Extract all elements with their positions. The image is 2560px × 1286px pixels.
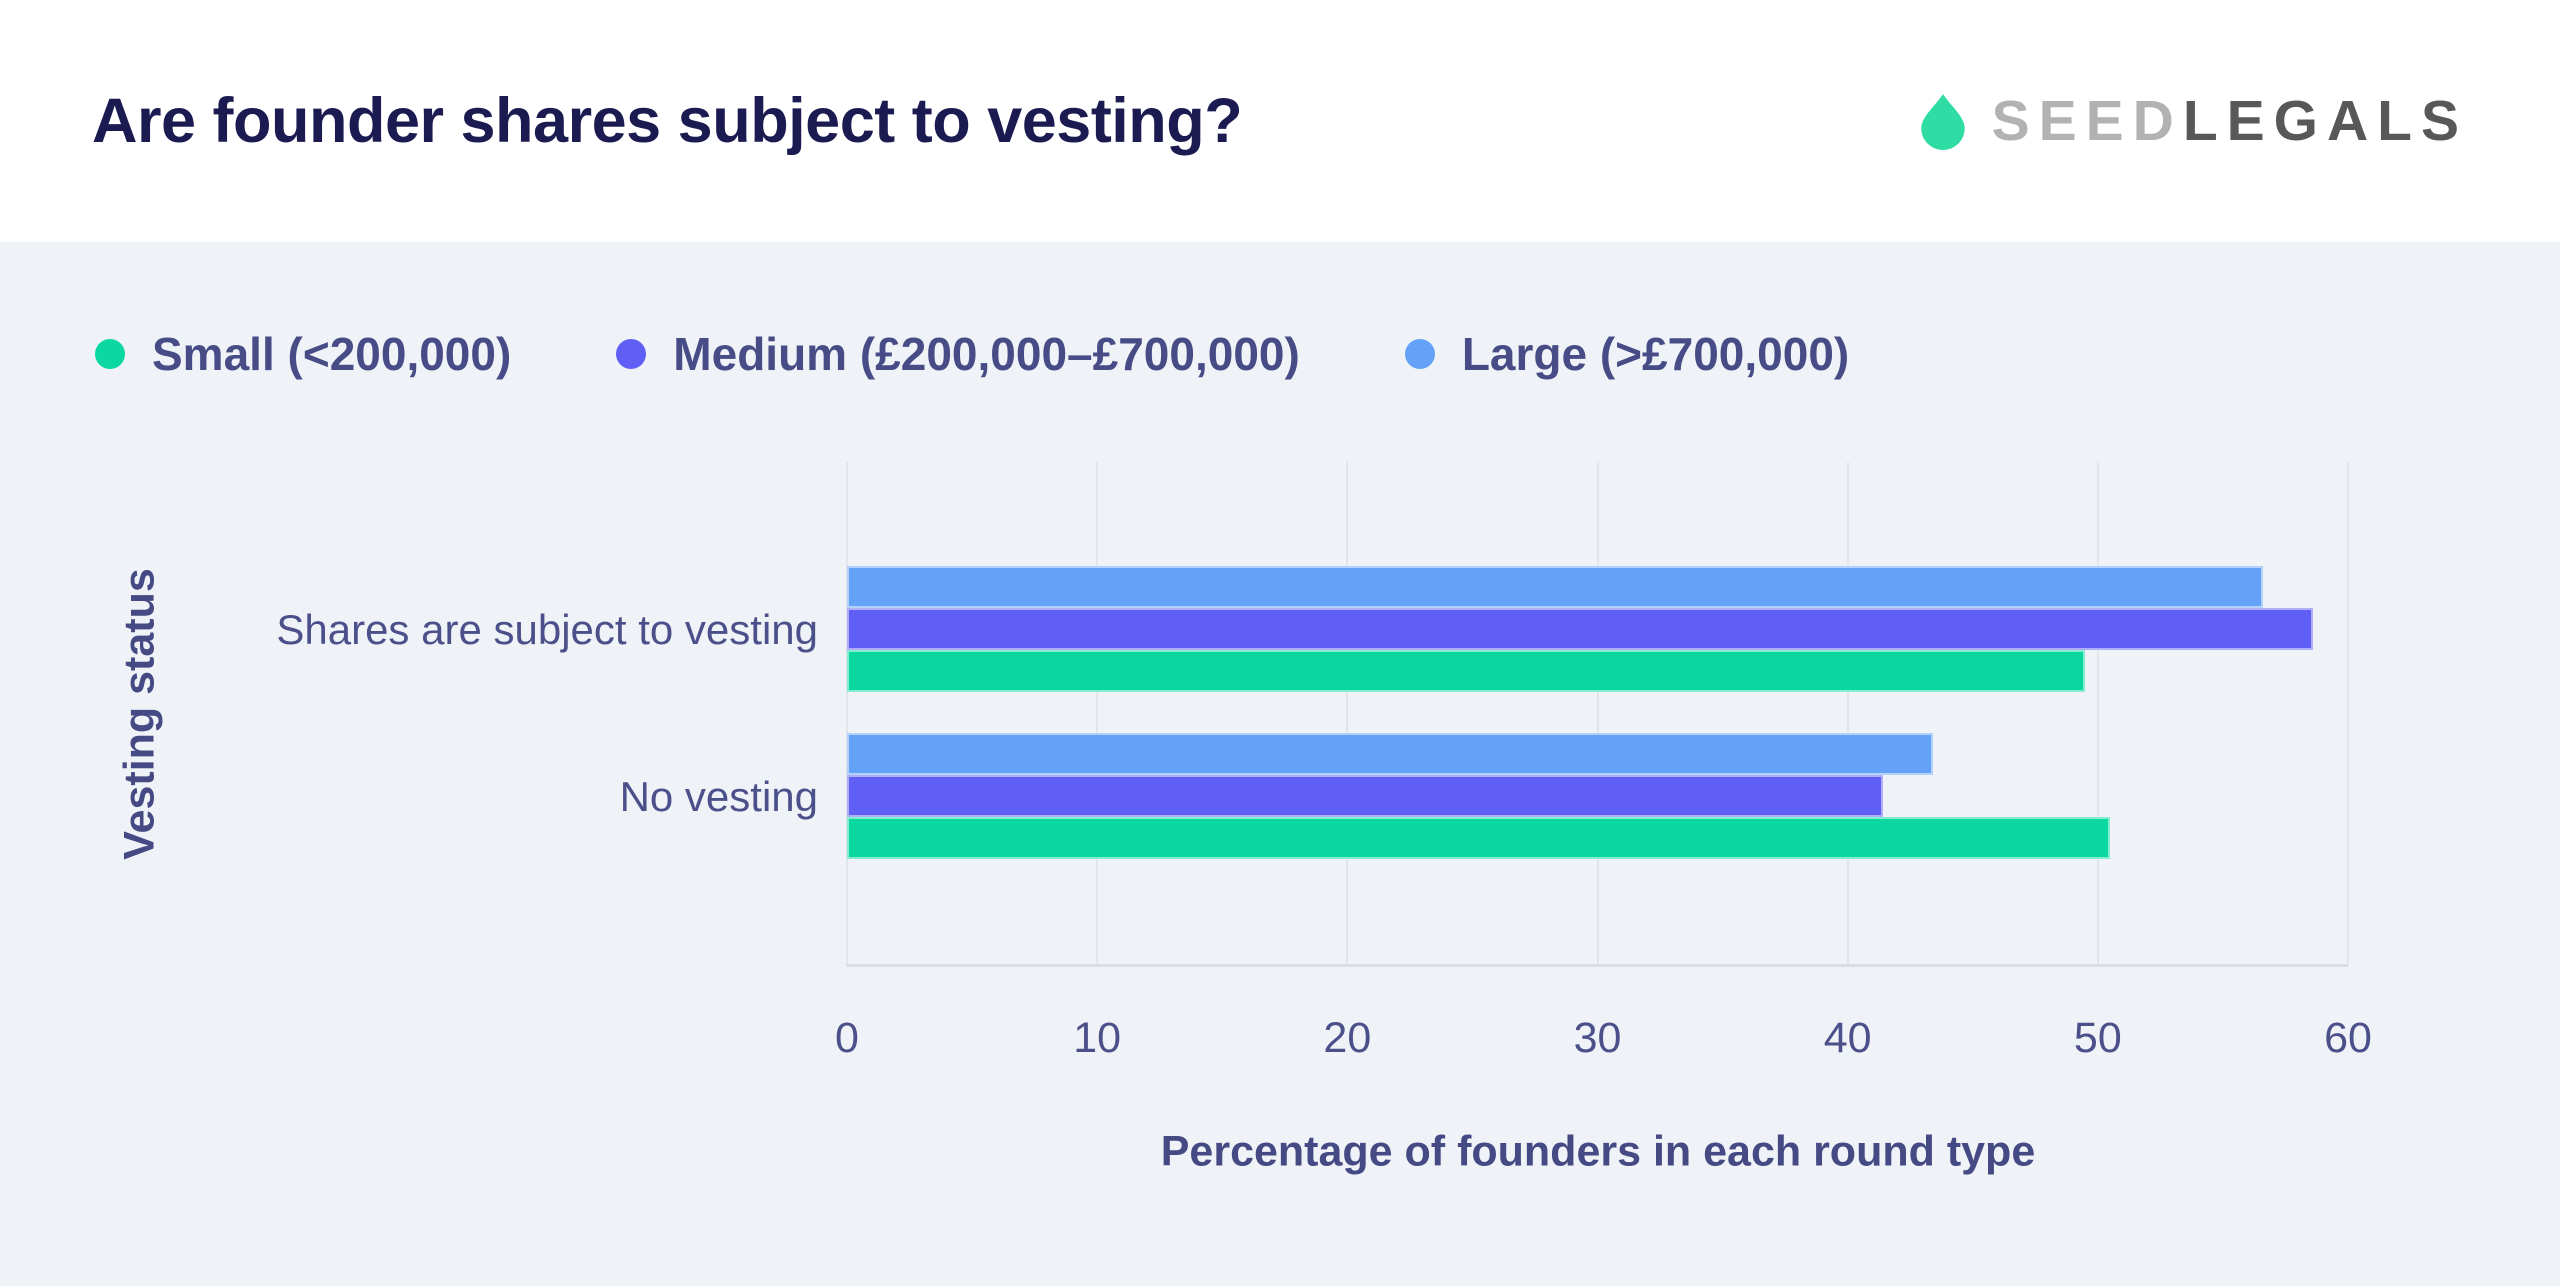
legend-item-medium: Medium (£200,000–£700,000) — [616, 327, 1300, 381]
x-tick-label-30: 30 — [1573, 1014, 1622, 1062]
bar-no-vesting — [847, 775, 1883, 817]
bar-no-vesting — [847, 817, 2111, 859]
x-tick-label-60: 60 — [2324, 1014, 2372, 1062]
chart-legend: Small (<200,000) Medium (£200,000–£700,0… — [95, 327, 1849, 381]
legend-label-large: Large (>£700,000) — [1461, 328, 1850, 380]
bar-group-no-vesting — [847, 733, 2348, 859]
y-axis-title: Vesting status — [115, 568, 164, 860]
droplet-icon — [1920, 94, 1965, 150]
legend-item-large: Large (>£700,000) — [1404, 327, 1850, 381]
seedlegals-logo: SEEDLEGALS — [1920, 88, 2468, 154]
gridline-40 — [1846, 462, 1849, 966]
header: Are founder shares subject to vesting? S… — [0, 0, 2560, 242]
bar-vesting — [847, 650, 2086, 692]
logo-legals-text: LEGALS — [2182, 89, 2468, 153]
category-label-no-vesting: No vesting — [619, 773, 818, 820]
legend-dot-small — [95, 339, 125, 369]
legend-label-small: Small (<200,000) — [152, 328, 512, 380]
gridline-20 — [1346, 462, 1349, 966]
gridline-0 — [846, 462, 848, 966]
bar-no-vesting — [847, 733, 1933, 775]
bar-vesting — [847, 566, 2263, 608]
x-tick-label-40: 40 — [1823, 1014, 1872, 1062]
gridline-60 — [2347, 462, 2349, 966]
bar-group-subject-to-vesting — [847, 566, 2348, 692]
x-axis-title: Percentage of founders in each round typ… — [1160, 1127, 2036, 1176]
gridline-10 — [1096, 462, 1099, 966]
gridline-50 — [2096, 462, 2099, 966]
legend-label-medium: Medium (£200,000–£700,000) — [673, 328, 1300, 380]
logo-seed-text: SEED — [1991, 89, 2183, 153]
x-tick-label-20: 20 — [1323, 1014, 1372, 1062]
x-tick-label-0: 0 — [835, 1014, 859, 1062]
category-label-subject-to-vesting: Shares are subject to vesting — [276, 606, 818, 653]
x-axis-line — [847, 964, 2348, 967]
legend-item-small: Small (<200,000) — [95, 327, 511, 381]
x-tick-label-50: 50 — [2073, 1014, 2122, 1062]
bar-vesting — [847, 608, 2313, 650]
x-tick-label-10: 10 — [1073, 1014, 1122, 1062]
page-title: Are founder shares subject to vesting? — [92, 86, 1243, 156]
gridline-30 — [1596, 462, 1599, 966]
logo-wordmark: SEEDLEGALS — [1992, 88, 2468, 154]
legend-dot-medium — [616, 339, 647, 369]
legend-dot-large — [1404, 339, 1435, 369]
plot-area — [846, 462, 2349, 967]
